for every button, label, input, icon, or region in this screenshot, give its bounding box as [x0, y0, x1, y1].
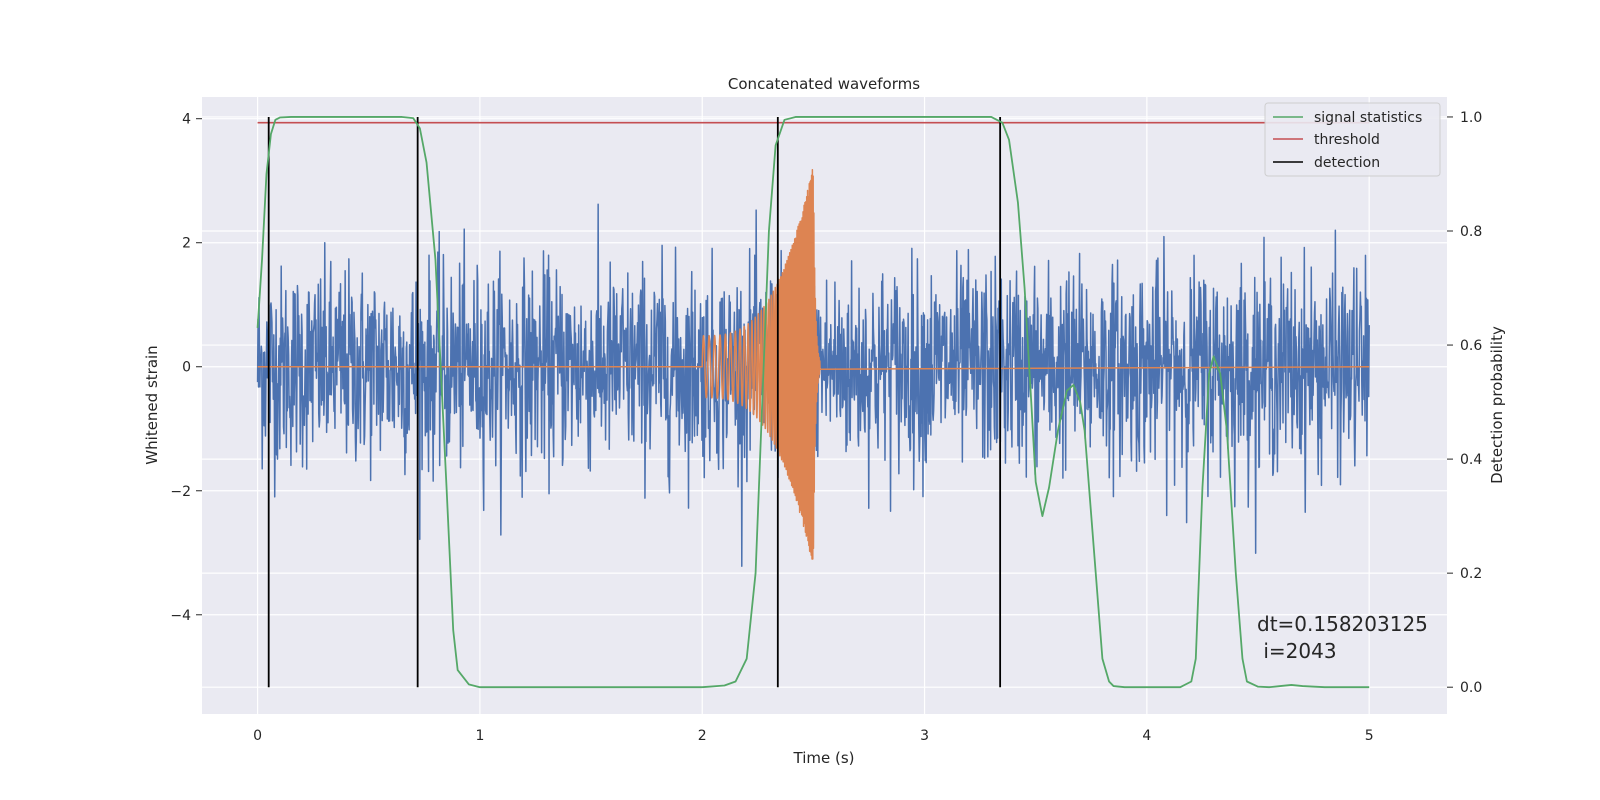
- y2-tick-label: 0.8: [1460, 224, 1482, 240]
- annotation-dt: dt=0.158203125: [1257, 612, 1428, 636]
- template-series: [257, 169, 1370, 560]
- legend: signal statistics threshold detection: [1264, 102, 1441, 177]
- y-axis-label: Whitened strain: [143, 345, 161, 464]
- y2-tick-label: 0.0: [1460, 680, 1482, 696]
- annotation-index: i=2043: [1257, 639, 1337, 663]
- legend-label-threshold: threshold: [1314, 132, 1380, 148]
- legend-label-detection: detection: [1314, 155, 1380, 171]
- legend-label-signal: signal statistics: [1314, 110, 1422, 126]
- x-tick-label: 0: [253, 728, 262, 744]
- y2-tick-label: 0.4: [1460, 452, 1482, 468]
- x-tick-label: 5: [1365, 728, 1374, 744]
- y-tick-label: 2: [182, 236, 191, 252]
- x-tick-label: 4: [1142, 728, 1151, 744]
- right-axis-series: [256, 116, 1370, 689]
- y2-tick-label: 0.6: [1460, 338, 1482, 354]
- y2-axis-label: Detection probability: [1488, 326, 1506, 484]
- x-tick-label: 2: [698, 728, 707, 744]
- template-line: [257, 169, 1370, 560]
- y-tick-label: −2: [170, 484, 191, 500]
- plot-area: [256, 116, 1370, 689]
- y-tick-label: −4: [170, 608, 191, 624]
- y-tick-label: 4: [182, 112, 191, 128]
- ticks: 0 1 2 3 4 5 4 2 0 −2 −4 1.0 0.8 0.6 0.4 0.2 0.0: [170, 110, 1482, 744]
- y2-tick-label: 0.2: [1460, 566, 1482, 582]
- y-tick-label: 0: [182, 360, 191, 376]
- signal-statistics-line: [256, 116, 1370, 689]
- legend-box: [1264, 102, 1441, 177]
- chart-title: Concatenated waveforms: [728, 75, 920, 93]
- x-tick-label: 1: [475, 728, 484, 744]
- y2-tick-label: 1.0: [1460, 110, 1482, 126]
- x-axis-label: Time (s): [793, 749, 855, 767]
- x-tick-label: 3: [920, 728, 929, 744]
